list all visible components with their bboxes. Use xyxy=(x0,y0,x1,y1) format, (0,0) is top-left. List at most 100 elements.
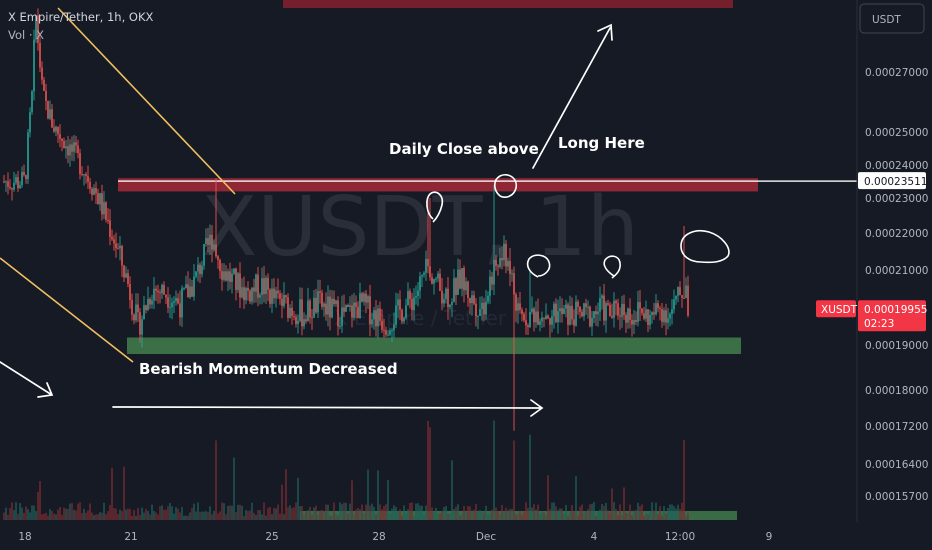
candle-body xyxy=(589,306,591,327)
candle-body xyxy=(401,309,403,322)
candle-body xyxy=(565,304,567,309)
candle-body xyxy=(133,314,135,321)
candle-body xyxy=(37,15,39,43)
volume-bar xyxy=(113,508,115,520)
volume-bar xyxy=(199,511,201,520)
volume-bar xyxy=(489,512,491,520)
volume-bar xyxy=(683,439,685,520)
price-axis[interactable]: 0.00027000 0.00025000 0.00024000 0.00023000… xyxy=(865,67,928,503)
volume-bar xyxy=(623,487,625,520)
candle-body xyxy=(25,175,27,180)
candle-body xyxy=(19,185,21,189)
candle-body xyxy=(97,193,99,205)
volume-bar xyxy=(227,506,229,520)
currency-button[interactable] xyxy=(859,3,925,34)
candle-body xyxy=(573,319,575,326)
price-tick-label: 0.00015700 xyxy=(865,491,928,503)
resistance-zone-top[interactable] xyxy=(283,0,733,8)
volume-bar xyxy=(639,506,641,520)
candle-body xyxy=(41,67,43,80)
candle-body xyxy=(637,302,639,322)
candle-body xyxy=(687,285,689,316)
candle-body xyxy=(117,248,119,250)
candle-body xyxy=(595,311,597,315)
candle-body xyxy=(591,317,593,327)
volume-bar xyxy=(229,505,231,520)
candle-body xyxy=(53,127,55,132)
volume-bar xyxy=(681,502,683,520)
volume-bar xyxy=(435,507,437,520)
volume-bar xyxy=(571,505,573,520)
currency-button-label: USDT xyxy=(872,14,901,26)
volume-bar xyxy=(383,506,385,520)
volume-bar xyxy=(507,510,509,520)
candle-body xyxy=(67,146,69,156)
candle-body xyxy=(353,302,355,318)
price-tick-label: 0.00024000 xyxy=(865,160,928,172)
volume-bar xyxy=(395,506,397,520)
support-zone[interactable] xyxy=(127,337,741,355)
candle-body xyxy=(157,290,159,293)
candle-body xyxy=(543,317,545,319)
volume-bar xyxy=(419,505,421,520)
candle-body xyxy=(255,274,257,292)
candle-body xyxy=(527,325,529,328)
candle-body xyxy=(449,304,451,308)
candle-body xyxy=(103,202,105,215)
candle-body xyxy=(375,310,377,327)
volume-bar xyxy=(205,511,207,520)
volume-bar xyxy=(501,505,503,520)
candle-body xyxy=(23,171,25,176)
candle-body xyxy=(137,304,139,313)
candle-body xyxy=(669,313,671,319)
volume-bar xyxy=(525,502,527,520)
candle-body xyxy=(77,145,79,154)
candle-body xyxy=(283,295,285,306)
volume-bar xyxy=(465,511,467,520)
candle-body xyxy=(455,278,457,295)
volume-bar xyxy=(659,506,661,520)
descending-trendline-upper[interactable] xyxy=(57,7,236,195)
volume-bar xyxy=(573,511,575,520)
volume-bar xyxy=(107,511,109,520)
volume-bar xyxy=(263,502,265,520)
candle-body xyxy=(379,308,381,321)
candle-body xyxy=(147,298,149,311)
candle-body xyxy=(545,315,547,319)
volume-bar xyxy=(23,512,25,520)
volume-bar xyxy=(543,512,545,520)
drawn-arrows[interactable] xyxy=(0,23,613,417)
volume-bar xyxy=(301,505,303,520)
candle-body xyxy=(43,79,45,91)
candle-body xyxy=(395,305,397,325)
descending-arrow xyxy=(0,361,54,398)
volume-bar xyxy=(357,507,359,520)
time-axis[interactable]: 18 21 25 28 Dec 4 12:00 9 xyxy=(18,531,772,543)
candle-body xyxy=(269,289,271,304)
volume-bar xyxy=(483,512,485,520)
candle-body xyxy=(231,273,233,282)
volume-bar xyxy=(181,507,183,520)
candle-body xyxy=(627,308,629,323)
candle-body xyxy=(603,295,605,321)
resistance-zone[interactable] xyxy=(118,178,758,192)
volume-bar xyxy=(311,514,313,520)
candle-body xyxy=(569,305,571,325)
hand-drawn-circles[interactable] xyxy=(426,173,730,279)
candle-body xyxy=(191,286,193,297)
volume-bar xyxy=(589,504,591,520)
candle-body xyxy=(179,303,181,318)
candle-body xyxy=(115,243,117,249)
candle-body xyxy=(27,132,29,180)
candle-body xyxy=(367,296,369,303)
volume-bar xyxy=(373,506,375,520)
volume-bar xyxy=(85,512,87,520)
volume-bar xyxy=(309,506,311,520)
candle-body xyxy=(371,319,373,325)
volume-bar xyxy=(101,512,103,520)
descending-trendline-lower[interactable] xyxy=(0,257,134,363)
candlesticks[interactable] xyxy=(3,8,689,431)
candle-body xyxy=(579,306,581,312)
volume-bar xyxy=(427,420,429,520)
